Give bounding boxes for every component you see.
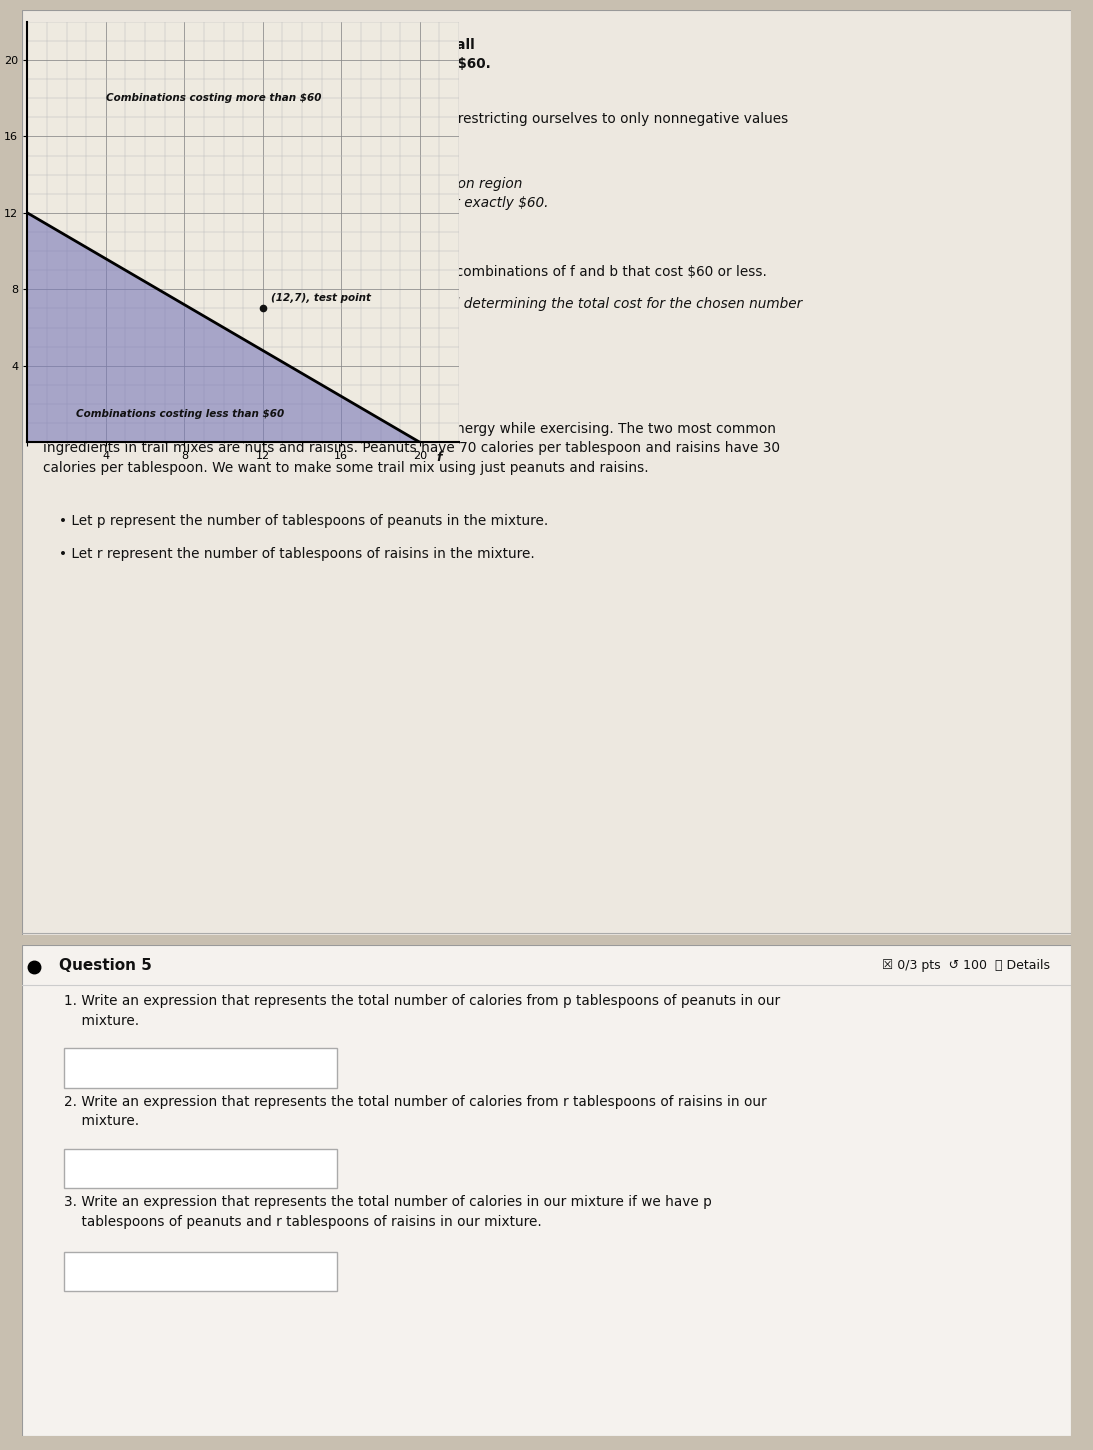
Text: Shading points below the boundary line to represent all
points that represent co: Shading points below the boundary line t… <box>43 38 491 71</box>
Text: [We encourage you to test this by selecting some points and determining the tota: [We encourage you to test this by select… <box>43 297 802 331</box>
FancyBboxPatch shape <box>63 1148 337 1188</box>
FancyBboxPatch shape <box>63 1048 337 1088</box>
Text: Note that points on the line are included as part of the solution region
since t: Note that points on the line are include… <box>43 177 549 210</box>
Text: 1. Write an expression that represents the total number of calories from p table: 1. Write an expression that represents t… <box>63 995 780 1028</box>
Polygon shape <box>27 213 420 442</box>
Text: 3. Write an expression that represents the total number of calories in our mixtu: 3. Write an expression that represents t… <box>63 1195 712 1228</box>
FancyBboxPatch shape <box>22 10 1071 935</box>
FancyBboxPatch shape <box>63 1251 337 1290</box>
FancyBboxPatch shape <box>22 945 1071 1436</box>
Text: (12,7), test point: (12,7), test point <box>271 293 371 303</box>
Text: This is the graph of the points that make 3f + 5b ≤ 60 true (restricting ourselv: This is the graph of the points that mak… <box>43 112 788 145</box>
Text: EVERY point you choose in the shaded region will represent combinations of f and: EVERY point you choose in the shaded reg… <box>43 264 766 278</box>
Text: Combinations costing less than $60: Combinations costing less than $60 <box>77 409 284 419</box>
Text: • Let r represent the number of tablespoons of raisins in the mixture.: • Let r represent the number of tablespo… <box>59 547 534 561</box>
Text: f: f <box>437 451 443 464</box>
Text: • Let p represent the number of tablespoons of peanuts in the mixture.: • Let p represent the number of tablespo… <box>59 515 548 528</box>
Text: People often eat trail mix as a snack between meals or for energy while exercisi: People often eat trail mix as a snack be… <box>43 422 779 474</box>
Text: Trail Mix Snack: Trail Mix Snack <box>43 367 202 386</box>
Text: 2. Write an expression that represents the total number of calories from r table: 2. Write an expression that represents t… <box>63 1095 766 1128</box>
Text: Question 5: Question 5 <box>59 957 152 973</box>
Text: ☒ 0/3 pts  ↺ 100  ⓘ Details: ☒ 0/3 pts ↺ 100 ⓘ Details <box>882 958 1050 972</box>
Text: Combinations costing more than $60: Combinations costing more than $60 <box>106 93 321 103</box>
